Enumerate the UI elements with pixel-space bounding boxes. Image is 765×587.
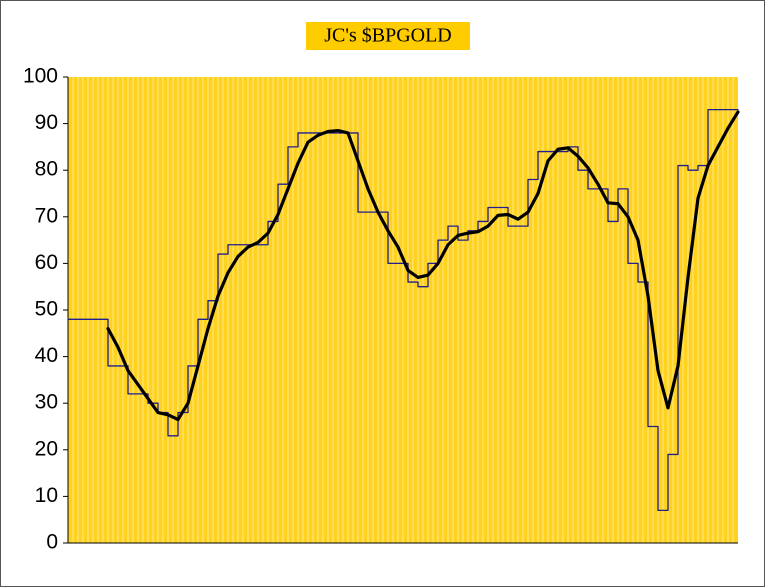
y-tick-label: 100	[23, 65, 58, 88]
y-tick-label: 70	[35, 204, 58, 227]
series-line	[106, 110, 740, 422]
y-tick-label: 80	[35, 158, 58, 181]
y-tick-label: 40	[35, 344, 58, 367]
y-tick-label: 10	[35, 484, 58, 507]
y-tick-label: 0	[46, 531, 58, 554]
y-tick-label: 30	[35, 391, 58, 414]
series-line	[67, 108, 739, 512]
chart-title: JC's $BPGOLD	[324, 25, 452, 47]
y-tick-label: 60	[35, 251, 58, 274]
y-tick-label: 20	[35, 437, 58, 460]
y-tick-label: 50	[35, 298, 58, 321]
y-tick-label: 90	[35, 111, 58, 134]
title-box	[306, 22, 470, 50]
